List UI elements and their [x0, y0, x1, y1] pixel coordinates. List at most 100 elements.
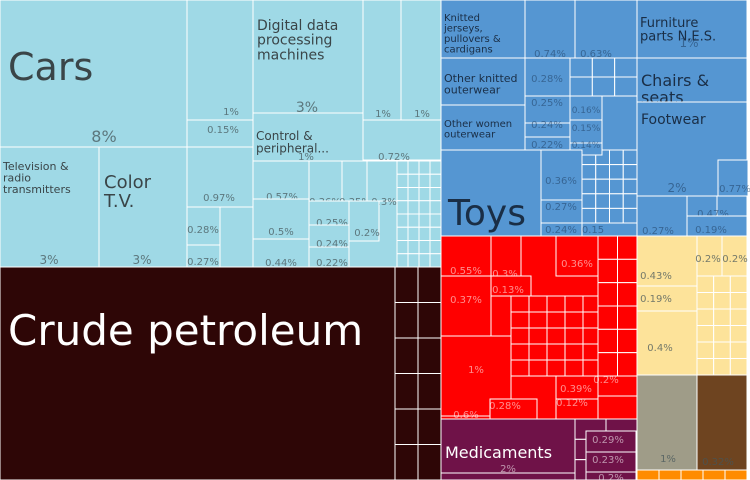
food-small-tiles-cell: [696, 341, 715, 359]
tile-value: 0.24%: [531, 120, 563, 131]
tile-18: [366, 160, 398, 202]
misc-small-tiles-cell: [510, 327, 530, 345]
machines-small-tiles-cell: [418, 187, 431, 202]
machines-small-tiles-cell: [418, 226, 431, 241]
tile-value: 0.15%: [207, 125, 239, 136]
tile-value: 2%: [500, 464, 516, 475]
misc-small-tiles-b-cell: [617, 282, 638, 307]
tile-29: [524, 57, 571, 97]
tile-4: [98, 146, 188, 268]
misc-small-tiles-cell: [546, 311, 566, 329]
tile-value: 0.2%: [598, 473, 623, 480]
machines-small-tiles-cell: [407, 200, 420, 215]
tile-16: [308, 160, 343, 202]
tile-value: 0.15%: [572, 124, 601, 134]
tile-value: 0.2%: [354, 228, 379, 239]
tile-69: [696, 374, 748, 471]
tile-50: [555, 235, 599, 277]
tile-value: 1%: [660, 454, 676, 465]
misc-small-tiles-cell: [546, 359, 566, 377]
mineral-small-tiles-cell: [394, 373, 419, 410]
food-small-tiles-cell: [713, 275, 731, 293]
tile-value: 1%: [223, 107, 239, 118]
misc-small-tiles-b-cell: [617, 258, 638, 284]
textiles-small-tiles-cell: [622, 149, 638, 166]
tile-67: [721, 235, 748, 277]
tile-value: 3%: [296, 100, 318, 116]
tile-value: 0.5%: [268, 227, 293, 238]
textiles-small-tiles-b-cell: [614, 57, 638, 78]
tile-13: [252, 160, 310, 200]
tile-15: [252, 238, 310, 268]
tile-value: 0.3%: [492, 269, 517, 280]
tile-11: [186, 206, 221, 246]
tile-label: Furniture parts N.E.S.: [640, 16, 716, 45]
tile-label: Knitted jerseys, pullovers & cardigans: [443, 13, 501, 56]
textiles-small-tiles-b-cell: [591, 57, 616, 78]
tile-63: [636, 235, 698, 287]
misc-small-tiles-b-cell: [597, 282, 618, 307]
metals-small-tiles-cell: [636, 469, 660, 480]
machines-small-tiles-cell: [429, 226, 442, 241]
mineral-small-tiles-cell: [394, 444, 419, 480]
tile-7: [362, 0, 402, 121]
tile-label: Cars: [8, 45, 93, 89]
misc-small-tiles-b-cell: [597, 352, 618, 377]
tile-label: Toys: [447, 193, 526, 234]
tile-value: 1%: [298, 152, 314, 163]
misc-small-tiles-cell: [546, 327, 566, 345]
tile-value: 0.12%: [556, 398, 588, 409]
tile-23: [0, 266, 396, 480]
tile-0: [0, 0, 188, 148]
machines-small-tiles-cell: [396, 200, 409, 215]
metals-small-tiles: [636, 469, 748, 480]
textiles-small-tiles-cell: [609, 164, 624, 180]
tile-value: 0.27%: [545, 202, 577, 213]
food-small-tiles-cell: [696, 292, 715, 310]
tile-value: 0.57%: [266, 192, 298, 203]
machines-small-tiles-cell: [407, 226, 420, 241]
food-small-tiles-cell: [729, 358, 748, 376]
tile-65: [636, 310, 698, 376]
tile-68: [636, 374, 698, 471]
food-small-tiles-cell: [713, 325, 731, 343]
tile-1: [252, 0, 364, 114]
tile-value: 0.13%: [492, 285, 524, 296]
tile-value: 0.2%: [722, 254, 747, 265]
machines-small-tiles-cell: [396, 240, 409, 255]
textiles-small-tiles-b-cell: [614, 76, 638, 97]
misc-small-tiles-cell: [564, 311, 584, 329]
tile-value: 0.47%: [697, 209, 729, 220]
tile-17: [341, 160, 368, 202]
tile-value: 0.74%: [534, 49, 566, 60]
tile-value: 0.72%: [378, 152, 410, 163]
tile-42: [636, 57, 748, 103]
tile-value: 0.15: [582, 225, 604, 236]
tile-value: 0.4%: [647, 343, 672, 354]
textiles-small-tiles-b: [569, 57, 638, 97]
tile-19: [308, 200, 350, 226]
misc-small-tiles-b: [597, 235, 638, 377]
food-small-tiles-cell: [729, 292, 748, 310]
textiles-small-tiles-b-cell: [591, 76, 616, 97]
textiles-small-tiles-cell: [581, 178, 597, 195]
tile-62: [585, 471, 637, 480]
machines-small-tiles-cell: [429, 253, 442, 268]
textiles-small-tiles-cell: [581, 193, 597, 209]
mineral-small-tiles-cell: [417, 337, 442, 374]
textiles-small-tiles-cell: [609, 207, 624, 224]
tile-label: Digital data processing machines: [257, 18, 338, 63]
metals-small-tiles-cell: [702, 469, 726, 480]
food-small-tiles-cell: [696, 358, 715, 376]
tile-25: [440, 57, 526, 106]
misc-small-tiles-cell: [564, 343, 584, 361]
tile-value: 0.28%: [489, 401, 521, 412]
tile-value: 0.28%: [531, 74, 563, 85]
tile-value: 0.24%: [316, 239, 348, 250]
tile-value: 0.19%: [695, 225, 727, 236]
tile-28: [574, 0, 638, 59]
metals-small-tiles-cell: [680, 469, 704, 480]
textiles-small-tiles-cell: [622, 207, 638, 224]
tile-value: 0.6%: [453, 410, 478, 421]
